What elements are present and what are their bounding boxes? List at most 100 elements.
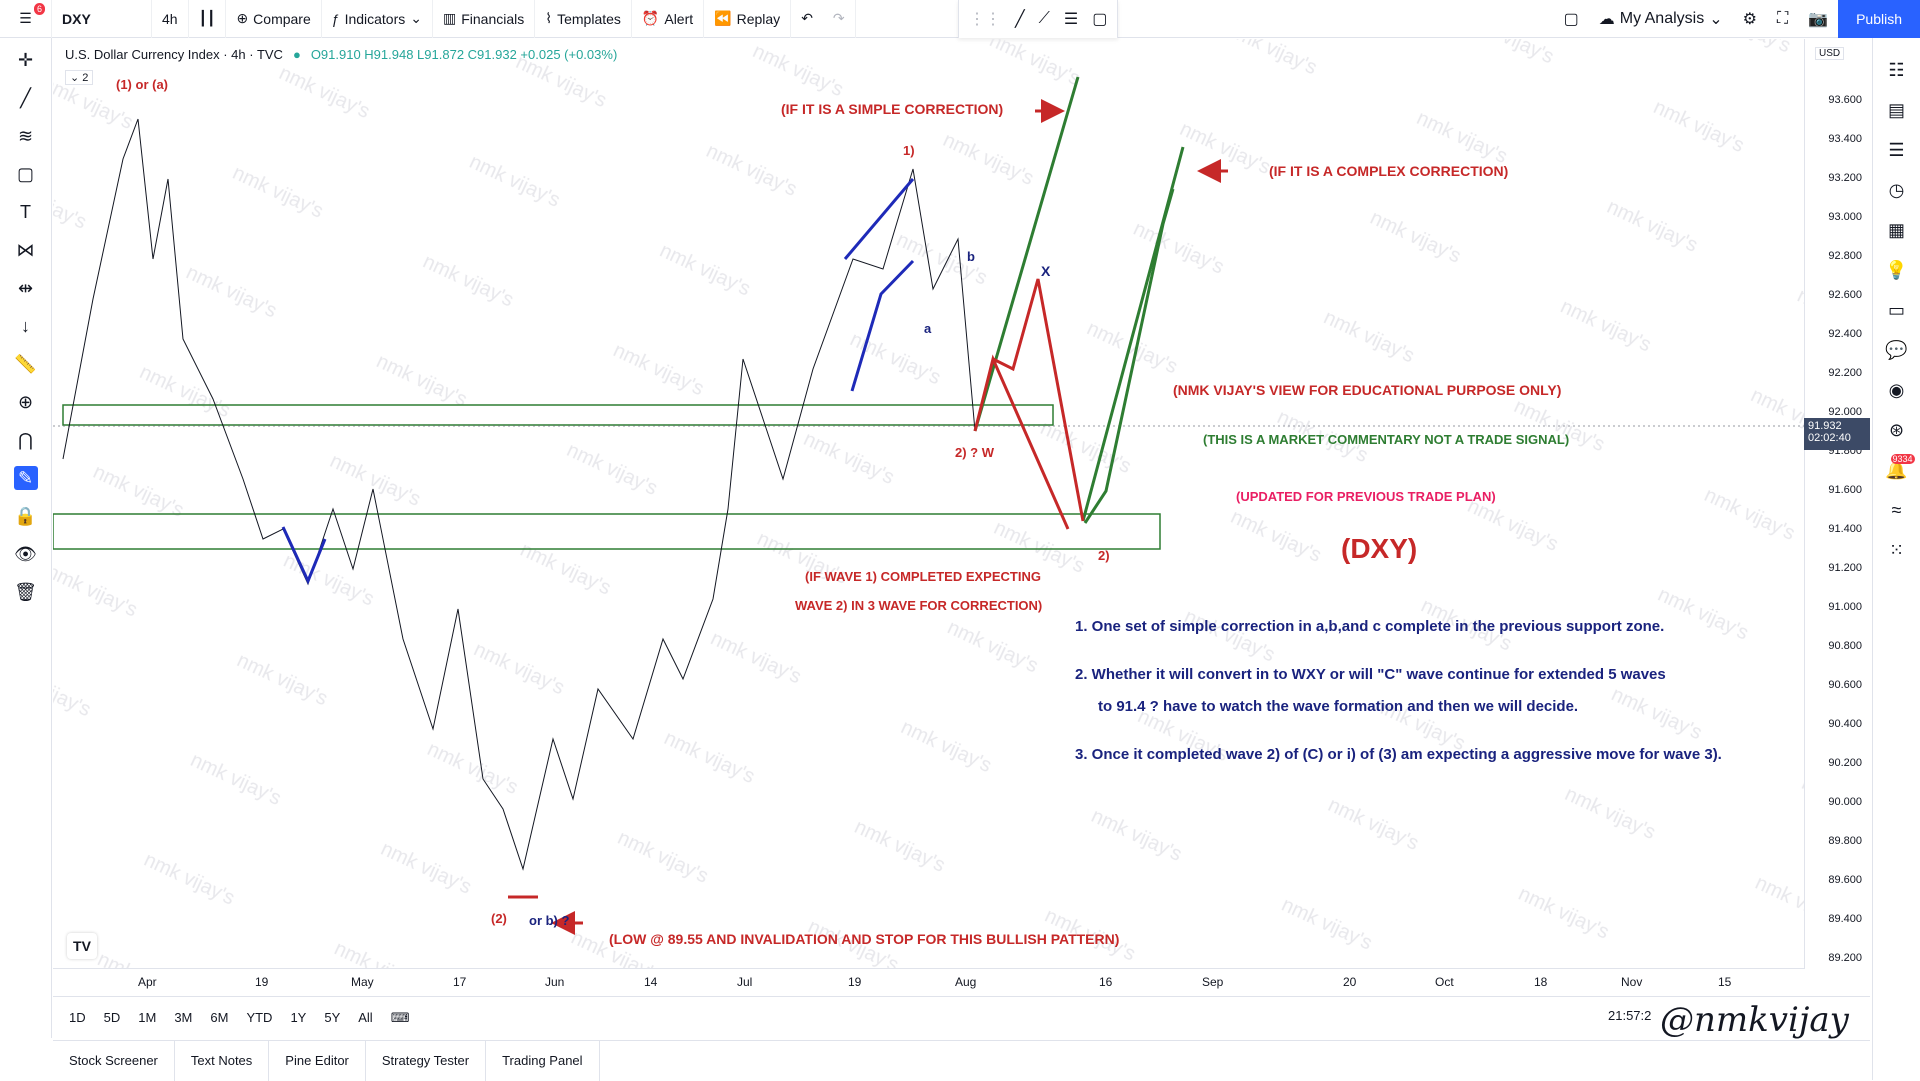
text-icon[interactable]: T: [20, 201, 31, 222]
fullscreen-rect-button[interactable]: ▢: [1554, 0, 1589, 38]
trash-icon[interactable]: 🗑: [14, 581, 37, 602]
range-button[interactable]: 5D: [103, 1010, 121, 1025]
drag-handle-icon[interactable]: ⋮⋮: [969, 11, 1001, 28]
trend-line-icon[interactable]: ╱: [20, 87, 31, 108]
chart-legend: U.S. Dollar Currency Index · 4h · TVC ● …: [65, 47, 617, 62]
ruler-icon[interactable]: 📏: [14, 353, 37, 374]
symbol-search[interactable]: DXY: [52, 0, 152, 38]
legend-title[interactable]: U.S. Dollar Currency Index · 4h · TVC: [65, 47, 283, 62]
shapes-icon[interactable]: ▢: [16, 163, 34, 184]
time-tick: Jul: [737, 975, 753, 989]
layout-button[interactable]: ☁ My Analysis ⌄: [1589, 0, 1733, 38]
notifications-icon[interactable]: 🔔 9334: [1885, 454, 1915, 480]
rewind-icon: ⏪: [714, 10, 732, 26]
clock-icon[interactable]: ◷: [1888, 179, 1905, 200]
keep-drawing-icon[interactable]: ✎: [13, 466, 38, 490]
range-button[interactable]: All: [358, 1010, 373, 1025]
templates-button[interactable]: ⌇ Templates: [535, 0, 632, 38]
trend-line-icon[interactable]: ╱: [1015, 11, 1025, 28]
price-axis[interactable]: USD 93.600 93.400 93.200 93.000 92.800 92.600…: [1804, 39, 1870, 969]
range-button[interactable]: 5Y: [324, 1010, 341, 1025]
bottom-tab[interactable]: Text Notes: [175, 1040, 270, 1081]
news-icon[interactable]: ☰: [1888, 139, 1905, 160]
price-tick: 93.600: [1828, 94, 1862, 106]
currency-selector[interactable]: USD: [1815, 47, 1845, 60]
chat-icon[interactable]: ▭: [1887, 299, 1905, 320]
time-tick: Nov: [1621, 975, 1643, 989]
chart-type-button[interactable]: ┃┃: [189, 0, 227, 38]
range-button[interactable]: YTD: [246, 1010, 273, 1025]
range-button[interactable]: 6M: [210, 1010, 229, 1025]
lock-icon[interactable]: 🔒: [14, 505, 37, 526]
calendar-icon[interactable]: ▦: [1887, 219, 1905, 240]
floating-drawing-toolbar: ⋮⋮ ╱ ⟋ ☰ ▢: [958, 0, 1119, 38]
chart-pane[interactable]: nmk vijay's (1) or (a) (IF IT IS A SIMPL…: [53, 39, 1804, 969]
chevron-down-icon: ⌄: [1709, 11, 1723, 28]
range-button[interactable]: 3M: [174, 1010, 193, 1025]
redo-icon: ↷: [832, 10, 845, 26]
bottom-tab[interactable]: Trading Panel: [486, 1040, 600, 1081]
redo-button[interactable]: ↷: [823, 0, 856, 38]
compare-button[interactable]: ⊕ Compare: [226, 0, 322, 38]
undo-button[interactable]: ↶: [791, 0, 823, 38]
rectangle-icon[interactable]: ▢: [1092, 11, 1108, 28]
range-button[interactable]: 1M: [138, 1010, 157, 1025]
broadcast-icon[interactable]: ◉: [1888, 379, 1905, 400]
message-icon[interactable]: 💬: [1885, 339, 1908, 360]
parallel-channel-icon[interactable]: ☰: [1063, 11, 1079, 28]
utc-clock[interactable]: 21:57:2: [1608, 1008, 1652, 1023]
time-tick: 17: [453, 975, 467, 989]
label-wave1-line1: (IF WAVE 1) COMPLETED EXPECTING: [805, 569, 1041, 584]
publish-button[interactable]: Publish: [1838, 0, 1920, 38]
fib-retracement-icon[interactable]: ≋: [17, 125, 34, 146]
fib-icon[interactable]: ⟋: [1038, 10, 1050, 27]
watermark-layer: [53, 39, 1804, 969]
price-tick: 89.800: [1828, 835, 1862, 847]
main-menu-button[interactable]: ☰ 6: [0, 0, 52, 38]
hotlist-icon[interactable]: ⁙: [1888, 539, 1905, 560]
arrow-down-icon[interactable]: ↓: [21, 315, 30, 336]
note-point2b: to 91.4 ? have to watch the wave formati…: [1098, 698, 1579, 715]
pattern-icon[interactable]: ⋈: [16, 239, 35, 260]
bottom-tab[interactable]: Strategy Tester: [366, 1040, 487, 1081]
price-tick: 92.000: [1828, 406, 1862, 418]
zoom-icon[interactable]: ⊕: [17, 391, 34, 412]
financials-button[interactable]: ▥ Financials: [433, 0, 536, 38]
range-button[interactable]: 1D: [69, 1010, 86, 1025]
settings-button[interactable]: ⚙: [1733, 0, 1767, 38]
bottom-tab[interactable]: Stock Screener: [53, 1040, 175, 1081]
time-tick: 18: [1534, 975, 1548, 989]
candles-icon: ┃┃: [198, 10, 216, 26]
price-tick: 89.400: [1828, 913, 1862, 925]
price-tick: 92.200: [1828, 367, 1862, 379]
stream-icon[interactable]: ⊛: [1888, 419, 1905, 440]
time-tick: Sep: [1202, 975, 1224, 989]
replay-button[interactable]: ⏪ Replay: [704, 0, 792, 38]
interval-selector[interactable]: 4h: [152, 0, 189, 38]
time-tick: 19: [255, 975, 269, 989]
eye-icon[interactable]: 👁: [14, 543, 37, 564]
label-updated: (UPDATED FOR PREVIOUS TRADE PLAN): [1236, 489, 1496, 504]
lightbulb-icon[interactable]: 💡: [1885, 259, 1908, 280]
details-icon[interactable]: ▤: [1887, 99, 1905, 120]
fullscreen-button[interactable]: ⛶: [1767, 0, 1798, 38]
tradingview-logo-icon[interactable]: TV: [67, 933, 97, 959]
time-axis[interactable]: Apr 19 May 17 Jun 14 Jul 19 Aug 16 Sep 20 Oct 18 Nov 15: [53, 968, 1804, 996]
range-button[interactable]: 1Y: [290, 1010, 307, 1025]
snapshot-button[interactable]: 📷: [1798, 0, 1838, 38]
alert-button[interactable]: ⏰ Alert: [632, 0, 705, 38]
time-tick: 15: [1718, 975, 1732, 989]
gear-icon: ⚙: [1742, 11, 1757, 28]
indicators-button[interactable]: ƒ Indicators ⌄: [322, 0, 433, 38]
collapse-legend-button[interactable]: ⌄ 2: [65, 70, 94, 85]
prediction-icon[interactable]: ⇹: [17, 277, 34, 298]
ideas-icon[interactable]: ≈: [1891, 499, 1902, 520]
magnet-icon[interactable]: ⋂: [18, 429, 33, 450]
bottom-tab[interactable]: Pine Editor: [269, 1040, 366, 1081]
goto-date-icon[interactable]: ⌨: [390, 1009, 410, 1025]
crosshair-icon[interactable]: ✛: [17, 49, 34, 70]
price-tick: 89.200: [1828, 952, 1862, 964]
time-tick: 19: [848, 975, 862, 989]
financials-label: Financials: [461, 10, 525, 27]
watchlist-icon[interactable]: ☷: [1888, 59, 1905, 80]
